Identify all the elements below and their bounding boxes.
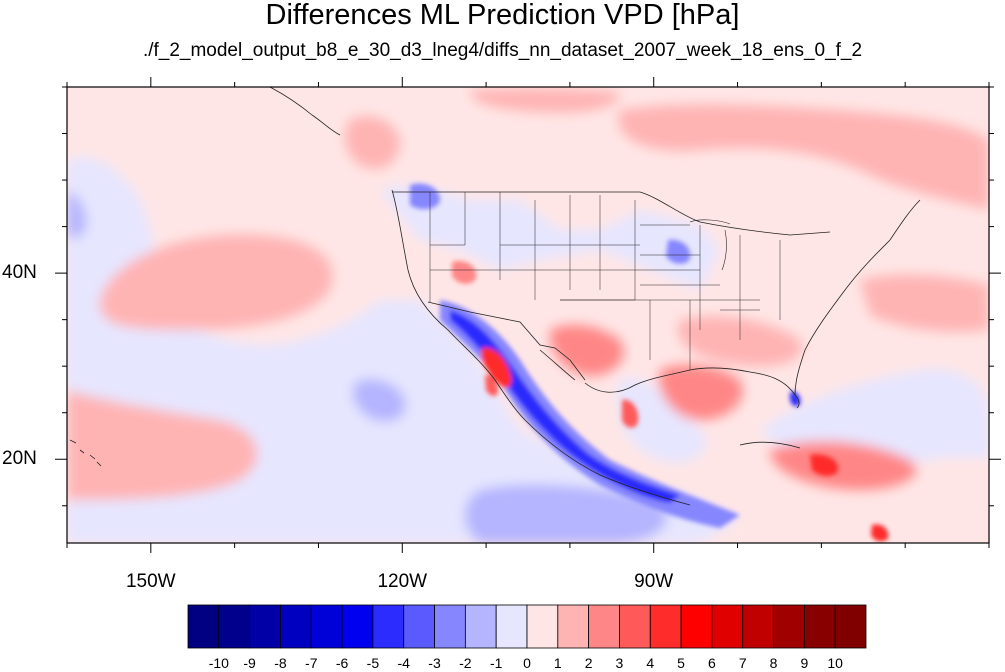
- colorbar-label: 1: [553, 655, 562, 671]
- colorbar-label: 4: [646, 655, 655, 671]
- colorbar-label: 7: [738, 655, 747, 671]
- pink-region-gulf-coast: [659, 364, 743, 420]
- lat-label: 40N: [2, 262, 37, 284]
- colorbar-swatch: [526, 604, 559, 649]
- lake-superior: [689, 219, 731, 225]
- pink-region-pacific: [99, 234, 333, 330]
- colorbar-label: 8: [769, 655, 778, 671]
- colorbar-label: 5: [677, 655, 685, 671]
- pink-region-north-east: [618, 104, 989, 210]
- colorbar-label: 0: [523, 655, 531, 671]
- great-lakes: [689, 219, 731, 271]
- colorbar-label: 10: [827, 655, 843, 671]
- colorbar-label: -9: [243, 655, 256, 671]
- colorbar-label: -8: [274, 655, 287, 671]
- colorbar-label: -6: [335, 655, 349, 671]
- red-spot-caribbean: [810, 454, 839, 476]
- lon-label: 120W: [377, 571, 428, 592]
- pink-region-west-pacific-south: [67, 390, 258, 500]
- map-ticks: [55, 77, 1001, 553]
- pink-region-southeast: [678, 316, 802, 367]
- us-mexico-border: [427, 301, 586, 381]
- lake-michigan: [721, 229, 727, 271]
- colorbar-swatch: [834, 604, 867, 649]
- red-spot-southeast-corner: [871, 524, 889, 542]
- red-spot-mexico: [622, 399, 639, 428]
- lat-label: 20N: [2, 448, 37, 470]
- colorbar-swatch: [218, 604, 251, 649]
- map-plot-area: [67, 87, 989, 543]
- boundary-lines: [69, 87, 921, 506]
- blue-region-south-pacific: [465, 484, 667, 543]
- colorbar-swatch: [680, 604, 713, 649]
- us-canada-border: [392, 191, 831, 236]
- blue-band-mexico-inner: [450, 310, 680, 503]
- colorbar-swatch: [619, 604, 651, 649]
- colorbar-swatch: [588, 604, 620, 649]
- colorbar-swatch: [495, 604, 528, 649]
- pink-region-north-pacific: [344, 116, 400, 169]
- pink-region-texas: [549, 324, 624, 376]
- coastal-contour-layer: [410, 183, 889, 542]
- colorbar-label: 9: [800, 655, 809, 671]
- pink-region-caribbean: [770, 441, 917, 490]
- red-spot-southwest-us: [452, 260, 477, 284]
- alaska-coastline: [269, 87, 341, 136]
- map-subtitle: ./f_2_model_output_b8_e_30_d3_lneg4/diff…: [142, 40, 863, 61]
- colorbar-swatch: [464, 604, 497, 649]
- map-frame: [66, 86, 990, 544]
- colorbar-label: 3: [615, 655, 624, 671]
- colorbar-swatch: [280, 604, 312, 649]
- colorbar-swatch: [434, 604, 466, 649]
- colorbar-swatch: [649, 604, 682, 649]
- colorbar-swatch: [773, 604, 805, 649]
- pink-region-east-atlantic: [860, 274, 989, 332]
- colorbar-swatch: [249, 604, 281, 649]
- blue-spot-northwest: [410, 183, 440, 210]
- blue-spot-central-us: [666, 239, 691, 264]
- blue-spot-florida: [790, 391, 801, 407]
- colorbar-swatch: [372, 604, 405, 649]
- blue-band-mexico-outer: [440, 300, 740, 528]
- colorbar-swatch: [557, 604, 590, 649]
- colorbar-swatch: [403, 604, 435, 649]
- colorbar-label: -3: [428, 655, 441, 671]
- colorbar-swatch: [742, 604, 774, 649]
- colorbar-label: -5: [366, 655, 380, 671]
- colorbar-swatch: [803, 604, 836, 649]
- map-title: Differences ML Prediction VPD [hPa]: [265, 0, 740, 31]
- colorbar-label: -10: [208, 655, 229, 671]
- colorbar-swatch: [187, 604, 220, 649]
- state-lines: [429, 192, 781, 370]
- colorbar-label: -1: [489, 655, 503, 671]
- hawaii-coastline: [69, 439, 102, 467]
- lon-label: 150W: [125, 571, 176, 592]
- blue-region-west-edge: [67, 190, 87, 239]
- colorbar-label: 6: [708, 655, 716, 671]
- colorbar-label: -7: [305, 655, 318, 671]
- colorbar-label: -2: [459, 655, 472, 671]
- colorbar-label: -4: [397, 655, 410, 671]
- lon-label: 90W: [634, 571, 674, 592]
- north-america-coastline: [391, 189, 921, 506]
- colorbar-swatch: [341, 604, 374, 649]
- colorbar-label: 2: [584, 655, 593, 671]
- colorbar-swatch: [310, 604, 343, 649]
- colorbar: [187, 604, 867, 649]
- light-blue-region-gulf: [617, 378, 707, 463]
- colorbar-swatch: [711, 604, 744, 649]
- red-spot-baja: [481, 347, 512, 388]
- cuba-coastline: [739, 441, 801, 449]
- pink-region-north-center: [470, 88, 620, 113]
- blue-region-pacific-center: [352, 379, 406, 422]
